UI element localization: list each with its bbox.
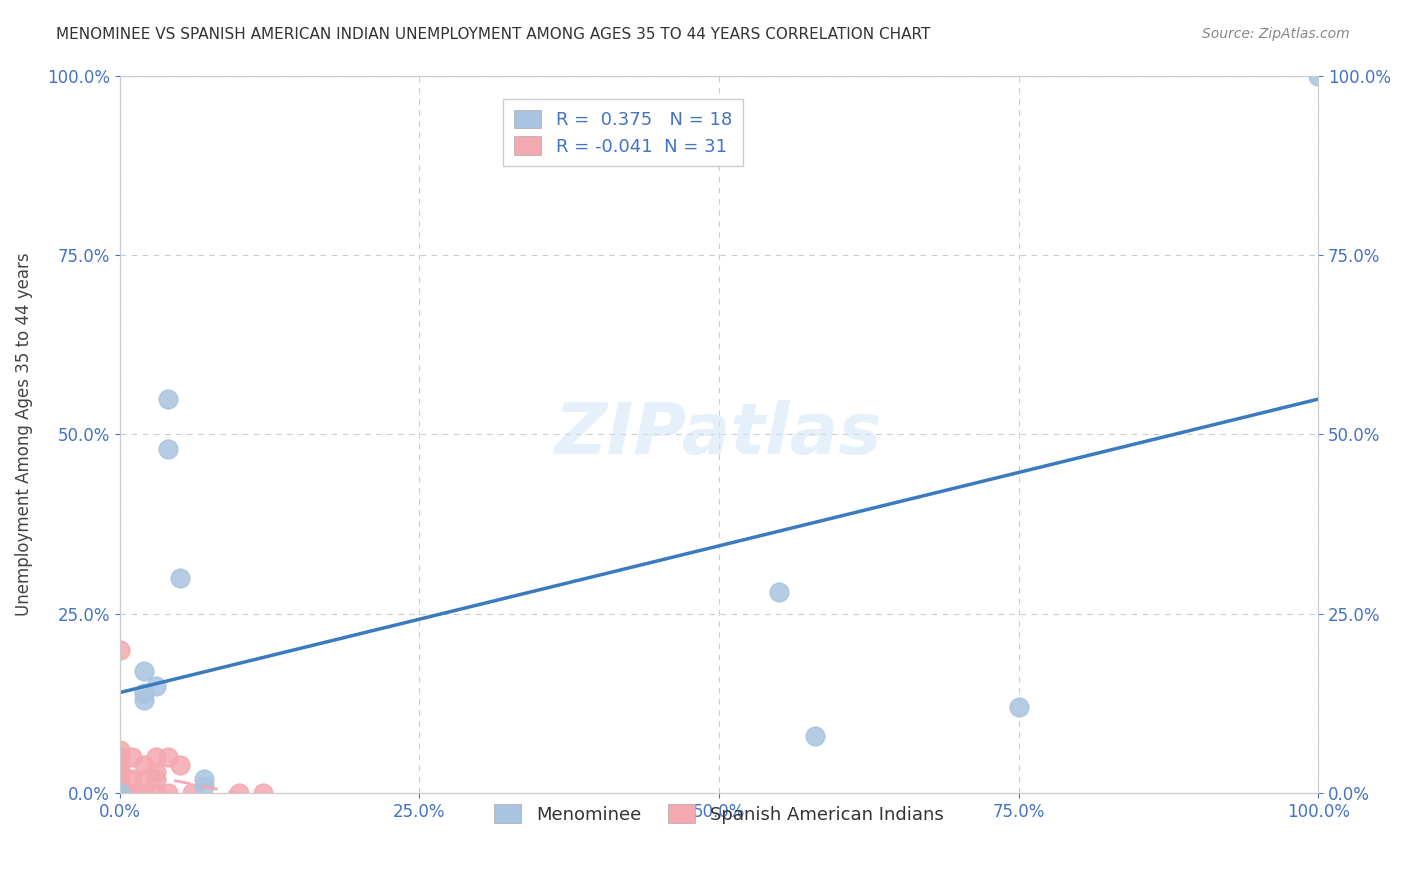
Point	[169, 571, 191, 585]
Point	[121, 786, 143, 800]
Point	[108, 642, 131, 657]
Point	[180, 786, 202, 800]
Point	[132, 757, 155, 772]
Point	[145, 786, 167, 800]
Point	[108, 750, 131, 764]
Point	[132, 786, 155, 800]
Point	[108, 786, 131, 800]
Y-axis label: Unemployment Among Ages 35 to 44 years: Unemployment Among Ages 35 to 44 years	[15, 252, 32, 616]
Point	[132, 665, 155, 679]
Point	[156, 786, 179, 800]
Point	[132, 772, 155, 786]
Point	[156, 442, 179, 456]
Point	[108, 786, 131, 800]
Point	[132, 786, 155, 800]
Point	[156, 392, 179, 406]
Text: ZIPatlas: ZIPatlas	[555, 400, 883, 469]
Point	[132, 693, 155, 707]
Point	[108, 786, 131, 800]
Point	[228, 786, 250, 800]
Point	[768, 585, 790, 599]
Point	[108, 750, 131, 764]
Point	[132, 786, 155, 800]
Point	[169, 757, 191, 772]
Point	[145, 764, 167, 779]
Point	[1007, 700, 1029, 714]
Point	[804, 729, 827, 743]
Point	[108, 786, 131, 800]
Point	[145, 772, 167, 786]
Text: MENOMINEE VS SPANISH AMERICAN INDIAN UNEMPLOYMENT AMONG AGES 35 TO 44 YEARS CORR: MENOMINEE VS SPANISH AMERICAN INDIAN UNE…	[56, 27, 931, 42]
Point	[132, 686, 155, 700]
Legend: Menominee, Spanish American Indians: Menominee, Spanish American Indians	[484, 794, 955, 835]
Point	[252, 786, 274, 800]
Point	[193, 772, 215, 786]
Point	[121, 772, 143, 786]
Point	[121, 750, 143, 764]
Point	[108, 786, 131, 800]
Point	[121, 786, 143, 800]
Point	[145, 679, 167, 693]
Point	[108, 772, 131, 786]
Point	[145, 750, 167, 764]
Point	[108, 764, 131, 779]
Point	[1308, 69, 1330, 83]
Point	[193, 779, 215, 793]
Text: Source: ZipAtlas.com: Source: ZipAtlas.com	[1202, 27, 1350, 41]
Point	[108, 743, 131, 757]
Point	[156, 750, 179, 764]
Point	[108, 757, 131, 772]
Point	[108, 786, 131, 800]
Point	[108, 764, 131, 779]
